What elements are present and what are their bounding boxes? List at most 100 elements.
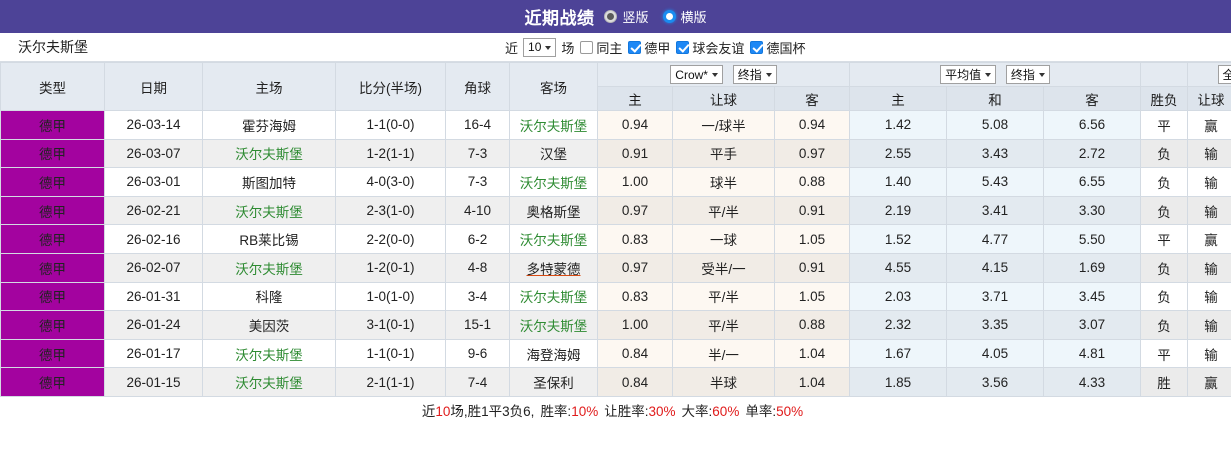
- cell-score[interactable]: 1-2(1-1): [335, 138, 446, 169]
- cell-away-team[interactable]: 汉堡: [509, 138, 598, 169]
- away-team-link[interactable]: 沃尔夫斯堡: [519, 290, 588, 306]
- result-selectors-blank: [1140, 62, 1189, 87]
- cell-home-team[interactable]: 霍芬海姆: [202, 110, 336, 140]
- away-team-link[interactable]: 沃尔夫斯堡: [519, 318, 588, 334]
- cell-away-team[interactable]: 沃尔夫斯堡: [509, 310, 598, 340]
- europe-type-select[interactable]: 平均值: [940, 65, 997, 84]
- cell-score[interactable]: 1-2(0-1): [335, 252, 446, 283]
- away-team-link[interactable]: 海登海姆: [526, 347, 581, 363]
- handicap-stage-select[interactable]: 终指: [732, 64, 777, 84]
- away-team-link[interactable]: 沃尔夫斯堡: [519, 233, 588, 249]
- table-row[interactable]: 德甲 26-03-01 斯图加特 4-0(3-0) 7-3 沃尔夫斯堡 1.00 球半 0.88…: [0, 167, 1231, 197]
- table-row[interactable]: 德甲 26-01-15 沃尔夫斯堡 2-1(1-1) 7-4 圣保利 0.84 半球 1.04 1…: [0, 367, 1231, 397]
- table-row[interactable]: 德甲 26-01-24 美因茨 3-1(0-1) 15-1 沃尔夫斯堡 1.00 平/半 0.8…: [0, 310, 1231, 340]
- scope-select[interactable]: 全场: [1217, 65, 1231, 84]
- cell-score[interactable]: 2-3(1-0): [335, 195, 446, 226]
- cell-score[interactable]: 1-1(0-0): [335, 110, 446, 140]
- cell-away-team[interactable]: 奥格斯堡: [509, 195, 598, 226]
- cell-score[interactable]: 2-1(1-1): [335, 367, 446, 397]
- cell-match-type[interactable]: 德甲: [0, 110, 105, 140]
- cell-match-type[interactable]: 德甲: [0, 338, 105, 369]
- cell-handicap-line: 平/半: [672, 195, 775, 226]
- away-team-link[interactable]: 沃尔夫斯堡: [519, 175, 588, 191]
- cell-result-winloss: 胜: [1140, 367, 1189, 397]
- cell-europe-draw-odds: 3.35: [946, 310, 1045, 340]
- cell-handicap-home-odds: 1.00: [597, 310, 673, 340]
- view-mode-vertical[interactable]: 竖版: [604, 7, 649, 26]
- cell-match-type[interactable]: 德甲: [0, 367, 105, 397]
- summary-handicap-rate: 让胜率:30%: [604, 404, 676, 420]
- view-mode-horizontal[interactable]: 横版: [662, 7, 707, 26]
- cell-score[interactable]: 4-0(3-0): [335, 167, 446, 197]
- cell-handicap-away-odds: 0.94: [773, 110, 851, 140]
- home-team-link[interactable]: 沃尔夫斯堡: [235, 204, 303, 220]
- cell-away-team[interactable]: 沃尔夫斯堡: [509, 167, 598, 197]
- cell-score[interactable]: 2-2(0-0): [335, 224, 446, 254]
- checkbox-bundesliga[interactable]: [628, 40, 642, 54]
- cell-europe-home-odds: 2.32: [849, 310, 948, 340]
- cell-match-type[interactable]: 德甲: [0, 138, 105, 169]
- table-row[interactable]: 德甲 26-01-17 沃尔夫斯堡 1-1(0-1) 9-6 海登海姆 0.84 半/一 1.0…: [0, 338, 1231, 369]
- cell-match-type[interactable]: 德甲: [0, 281, 105, 312]
- cell-away-team[interactable]: 沃尔夫斯堡: [509, 281, 598, 312]
- cell-away-team[interactable]: 多特蒙德: [509, 252, 598, 283]
- cell-score[interactable]: 3-1(0-1): [335, 310, 446, 340]
- cell-home-team[interactable]: 斯图加特: [202, 167, 336, 197]
- cell-match-type[interactable]: 德甲: [0, 195, 105, 226]
- cell-handicap-home-odds: 0.91: [597, 138, 673, 169]
- home-team-link[interactable]: 沃尔夫斯堡: [235, 376, 303, 392]
- cell-result-handicap: 输: [1187, 195, 1231, 226]
- radio-vertical-icon[interactable]: [604, 10, 618, 23]
- home-team-link[interactable]: 斯图加特: [242, 175, 296, 191]
- cell-score[interactable]: 1-1(0-1): [335, 338, 446, 369]
- checkbox-same-home[interactable]: [580, 40, 594, 54]
- home-team-link[interactable]: 沃尔夫斯堡: [235, 347, 303, 363]
- cell-match-type[interactable]: 德甲: [0, 167, 105, 197]
- away-team-link[interactable]: 奥格斯堡: [526, 204, 581, 220]
- checkbox-dfb-pokal[interactable]: [750, 40, 764, 54]
- cell-home-team[interactable]: 沃尔夫斯堡: [202, 195, 336, 226]
- table-row[interactable]: 德甲 26-02-21 沃尔夫斯堡 2-3(1-0) 4-10 奥格斯堡 0.97 平/半 0.…: [0, 195, 1231, 226]
- away-team-link[interactable]: 汉堡: [540, 147, 567, 163]
- table-row[interactable]: 德甲 26-01-31 科隆 1-0(1-0) 3-4 沃尔夫斯堡 0.83 平/半 1.05 2…: [0, 281, 1231, 312]
- page-title: 近期战绩: [524, 9, 595, 28]
- cell-home-team[interactable]: 沃尔夫斯堡: [202, 252, 336, 283]
- home-team-link[interactable]: 霍芬海姆: [242, 118, 296, 134]
- home-team-link[interactable]: 沃尔夫斯堡: [235, 261, 303, 277]
- cell-result-handicap: 赢: [1187, 367, 1231, 397]
- home-team-link[interactable]: 美因茨: [248, 318, 290, 334]
- cell-handicap-line: 受半/一: [672, 252, 775, 283]
- cell-home-team[interactable]: 美因茨: [202, 310, 336, 340]
- cell-score[interactable]: 1-0(1-0): [335, 281, 446, 312]
- cell-away-team[interactable]: 沃尔夫斯堡: [509, 110, 598, 140]
- cell-away-team[interactable]: 沃尔夫斯堡: [509, 224, 598, 254]
- away-team-link[interactable]: 沃尔夫斯堡: [519, 118, 588, 134]
- cell-match-type[interactable]: 德甲: [0, 224, 105, 254]
- handicap-company-select[interactable]: Crow*: [670, 65, 723, 85]
- cell-match-type[interactable]: 德甲: [0, 310, 105, 340]
- table-row[interactable]: 德甲 26-03-07 沃尔夫斯堡 1-2(1-1) 7-3 汉堡 0.91 平手 0.97 2.…: [0, 138, 1231, 169]
- cell-result-winloss: 平: [1140, 338, 1189, 369]
- home-team-link[interactable]: 科隆: [255, 290, 283, 306]
- cell-match-type[interactable]: 德甲: [0, 252, 105, 283]
- table-row[interactable]: 德甲 26-03-14 霍芬海姆 1-1(0-0) 16-4 沃尔夫斯堡 0.94 一/球半 0…: [0, 110, 1231, 140]
- cell-result-winloss: 负: [1140, 310, 1189, 340]
- cell-europe-away-odds: 5.50: [1043, 224, 1142, 254]
- cell-home-team[interactable]: 沃尔夫斯堡: [202, 338, 336, 369]
- match-count-select[interactable]: 10: [523, 37, 557, 57]
- checkbox-club-friendly[interactable]: [676, 40, 690, 54]
- europe-stage-select[interactable]: 终指: [1005, 65, 1050, 84]
- table-row[interactable]: 德甲 26-02-07 沃尔夫斯堡 1-2(0-1) 4-8 多特蒙德 0.97 受半/一 0.…: [0, 252, 1231, 283]
- away-team-link[interactable]: 多特蒙德: [526, 261, 581, 277]
- cell-home-team[interactable]: 科隆: [202, 281, 336, 312]
- away-team-link[interactable]: 圣保利: [533, 376, 574, 392]
- cell-home-team[interactable]: 沃尔夫斯堡: [202, 138, 336, 169]
- cell-home-team[interactable]: RB莱比锡: [202, 224, 336, 254]
- cell-away-team[interactable]: 圣保利: [509, 367, 598, 397]
- home-team-link[interactable]: 沃尔夫斯堡: [235, 147, 303, 163]
- radio-horizontal-icon[interactable]: [662, 10, 676, 23]
- cell-home-team[interactable]: 沃尔夫斯堡: [202, 367, 336, 397]
- home-team-link[interactable]: RB莱比锡: [239, 233, 299, 249]
- table-row[interactable]: 德甲 26-02-16 RB莱比锡 2-2(0-0) 6-2 沃尔夫斯堡 0.83 一球 1.0…: [0, 224, 1231, 254]
- cell-away-team[interactable]: 海登海姆: [509, 338, 598, 369]
